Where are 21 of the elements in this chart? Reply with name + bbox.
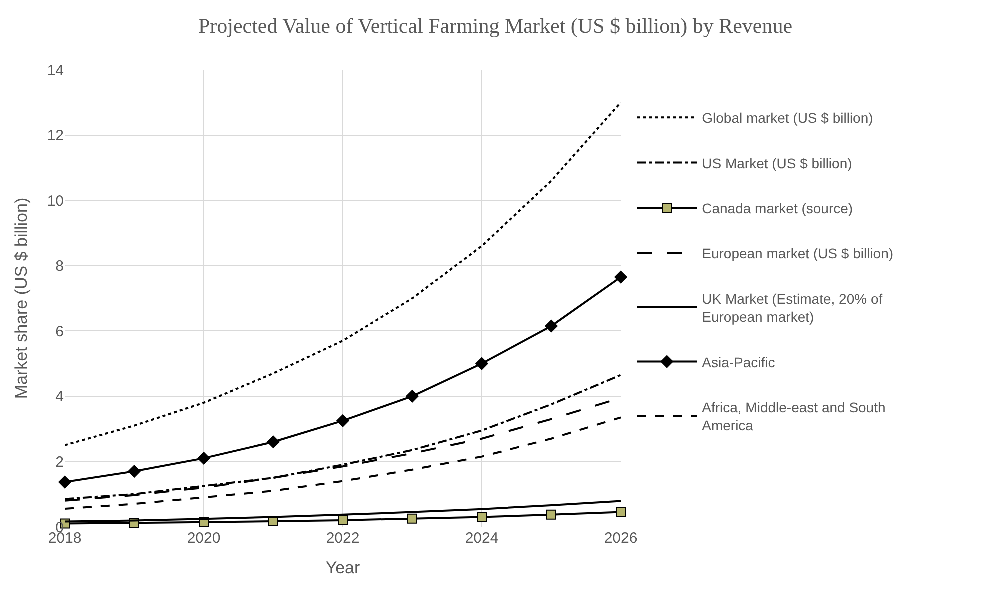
y-tick-label: 10 [47,192,64,210]
y-tick-label: 12 [47,128,64,145]
chart-title: Projected Value of Vertical Farming Market (US $ billion) by Revenue [198,14,793,38]
legend-label: Africa, Middle-east and South America [702,399,886,434]
legend-label: Canada market (source) [702,200,854,216]
y-tick-label: 2 [56,454,64,471]
y-tick-label: 4 [56,388,64,406]
legend-label: UK Market (Estimate, 20% of European market) [702,290,883,326]
y-tick-label: 8 [56,258,64,276]
x-tick-label: 2026 [604,530,638,547]
y-axis-title: Market share (US $ billion) [12,198,31,400]
x-axis-title: Year [326,558,361,578]
y-tick-label: 6 [56,323,64,340]
x-tick-label: 2024 [465,530,499,547]
legend-label: US Market (US $ billion) [702,155,852,172]
legend-label: Global market (US $ billion) [702,110,874,126]
y-tick-label: 14 [47,62,64,80]
legend-label: Asia-Pacific [702,354,776,370]
x-tick-label: 2020 [187,530,221,547]
x-tick-label: 2022 [326,530,360,547]
legend-label: European market (US $ billion) [702,246,894,262]
